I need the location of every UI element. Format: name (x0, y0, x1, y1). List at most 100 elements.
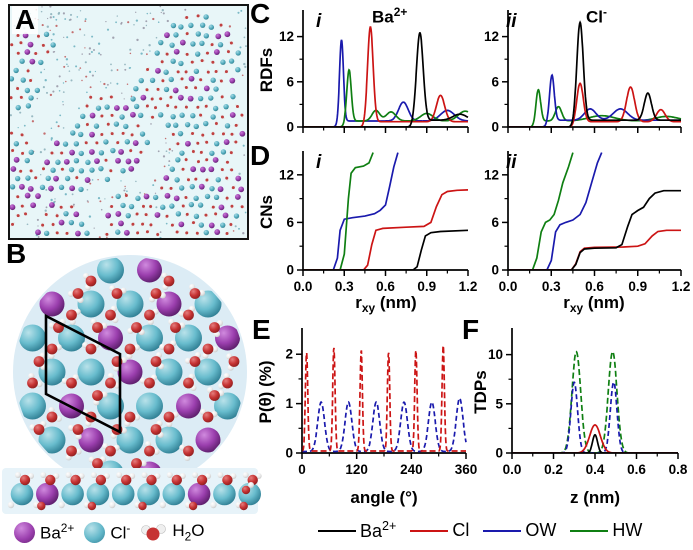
svg-text:6: 6 (491, 74, 499, 89)
svg-text:10: 10 (488, 347, 503, 362)
svg-text:0.3: 0.3 (335, 279, 354, 294)
svg-text:0: 0 (491, 120, 499, 135)
curve-D-i-Ba2+ (303, 229, 469, 270)
red-line-icon (410, 529, 449, 532)
plot-D-ii: 0 6 12 0.0 0.3 0.6 0.9 1.2 (484, 151, 690, 294)
svg-text:5: 5 (495, 396, 503, 411)
svg-text:0.6: 0.6 (627, 462, 646, 477)
black-line-icon (318, 529, 356, 532)
subpanel-ci-numeral: i (316, 11, 322, 32)
xlabel-z: z (nm) (569, 488, 621, 507)
svg-text:0.0: 0.0 (294, 279, 313, 294)
curve-legend-cl: Cl (410, 520, 469, 541)
subpanel-di-numeral: i (316, 152, 322, 173)
curve-E-Cl (302, 345, 466, 452)
svg-text:0.6: 0.6 (376, 279, 395, 294)
curve-legend-label-hw: HW (612, 520, 643, 540)
panel-a-art (10, 6, 247, 238)
curve-C-i-Ba2+ (303, 32, 469, 127)
panel-label-c: C (250, 0, 271, 29)
legend-item-cl: Cl- (84, 521, 130, 544)
svg-text:6: 6 (491, 215, 499, 230)
ylabel-cns: CNs (257, 194, 276, 230)
curve-F-Cl (512, 424, 678, 453)
svg-text:0.8: 0.8 (669, 462, 688, 477)
svg-text:1.2: 1.2 (672, 279, 691, 294)
panel-label-b: B (6, 238, 27, 269)
curve-legend-label-ba: Ba2+ (360, 519, 397, 541)
svg-text:120: 120 (345, 462, 368, 477)
svg-text:0: 0 (495, 446, 503, 461)
ba-sphere-icon (14, 521, 35, 543)
curve-legend-ow: OW (483, 520, 556, 541)
svg-text:2: 2 (285, 347, 293, 362)
svg-text:0.0: 0.0 (499, 279, 518, 294)
svg-text:0.3: 0.3 (542, 279, 561, 294)
svg-text:0: 0 (298, 462, 306, 477)
svg-text:0: 0 (286, 263, 294, 278)
curve-F-Ba2+ (512, 433, 678, 453)
svg-text:6: 6 (286, 215, 294, 230)
svg-text:0: 0 (286, 120, 294, 135)
ylabel-rdfs: RDFs (257, 47, 276, 93)
svg-text:6: 6 (286, 74, 294, 89)
svg-text:0.4: 0.4 (586, 462, 605, 477)
curve-D-i-OW (303, 152, 399, 270)
cl-sphere-icon (84, 521, 106, 543)
svg-text:0.9: 0.9 (417, 279, 436, 294)
panel-label-d: D (250, 140, 271, 171)
svg-text:240: 240 (400, 462, 423, 477)
plot-C-ii: 0 6 12 (484, 10, 682, 135)
plot-F: 0 5 10 0.0 0.2 0.4 0.6 0.8 (488, 328, 688, 477)
xlabel-rxy-right: rxy (nm) (563, 292, 625, 316)
curve-D-ii-Ba2+ (508, 189, 681, 270)
blue-line-icon (483, 529, 522, 532)
plot-C-i: 0 6 12 (279, 10, 469, 135)
legend-item-ba: Ba2+ (14, 521, 74, 544)
panel-b-structure (2, 255, 262, 514)
legend-label-ba: Ba2+ (40, 520, 75, 543)
curve-legend-label-ow: OW (525, 520, 557, 540)
curve-legend: Ba2+ Cl OW HW (318, 519, 642, 542)
panel-b-legend: Ba2+ Cl- H2O (14, 518, 260, 546)
svg-text:360: 360 (455, 462, 478, 477)
svg-text:12: 12 (279, 167, 294, 182)
ylabel-ptheta: P(θ) (%) (256, 360, 275, 424)
subpanel-dii-numeral: ii (506, 152, 517, 173)
svg-text:0.0: 0.0 (503, 462, 522, 477)
legend-item-water: H2O (140, 521, 205, 543)
subpanel-cii-numeral: ii (506, 11, 517, 32)
svg-text:12: 12 (484, 29, 499, 44)
panel-label-f: F (462, 314, 480, 345)
svg-text:0.9: 0.9 (628, 279, 647, 294)
ylabel-tdps: TDPs (471, 370, 490, 414)
curve-C-i-OW (303, 39, 469, 127)
curve-legend-label-cl: Cl (452, 520, 470, 540)
svg-text:0.2: 0.2 (544, 462, 563, 477)
svg-text:0.6: 0.6 (585, 279, 604, 294)
green-line-icon (570, 529, 609, 532)
svg-text:0: 0 (285, 446, 293, 461)
svg-text:12: 12 (279, 29, 294, 44)
svg-text:1: 1 (285, 396, 293, 411)
legend-label-cl: Cl- (110, 520, 131, 543)
annotation-cl-ion: Cl- (586, 5, 607, 27)
curve-legend-hw: HW (570, 520, 642, 541)
curve-D-ii-OW (508, 152, 603, 270)
curve-D-i-Cl (303, 189, 469, 270)
curve-F-OW (512, 380, 678, 453)
curve-D-ii-HW (508, 152, 574, 270)
plot-D-i: 0 6 12 0.0 0.3 0.6 0.9 1.2 (279, 151, 477, 294)
curve-C-i-Cl (303, 26, 468, 127)
curve-C-ii-Cl (508, 82, 681, 127)
xlabel-angle: angle (°) (350, 488, 418, 507)
panel-a-snapshot (8, 4, 249, 240)
water-molecule-icon (141, 524, 167, 541)
svg-text:12: 12 (484, 167, 499, 182)
panel-label-e: E (252, 314, 271, 345)
curve-D-i-HW (303, 152, 374, 270)
curve-legend-ba: Ba2+ (318, 519, 396, 542)
curve-E-OW (302, 397, 467, 453)
curve-C-ii-HW (508, 88, 682, 127)
